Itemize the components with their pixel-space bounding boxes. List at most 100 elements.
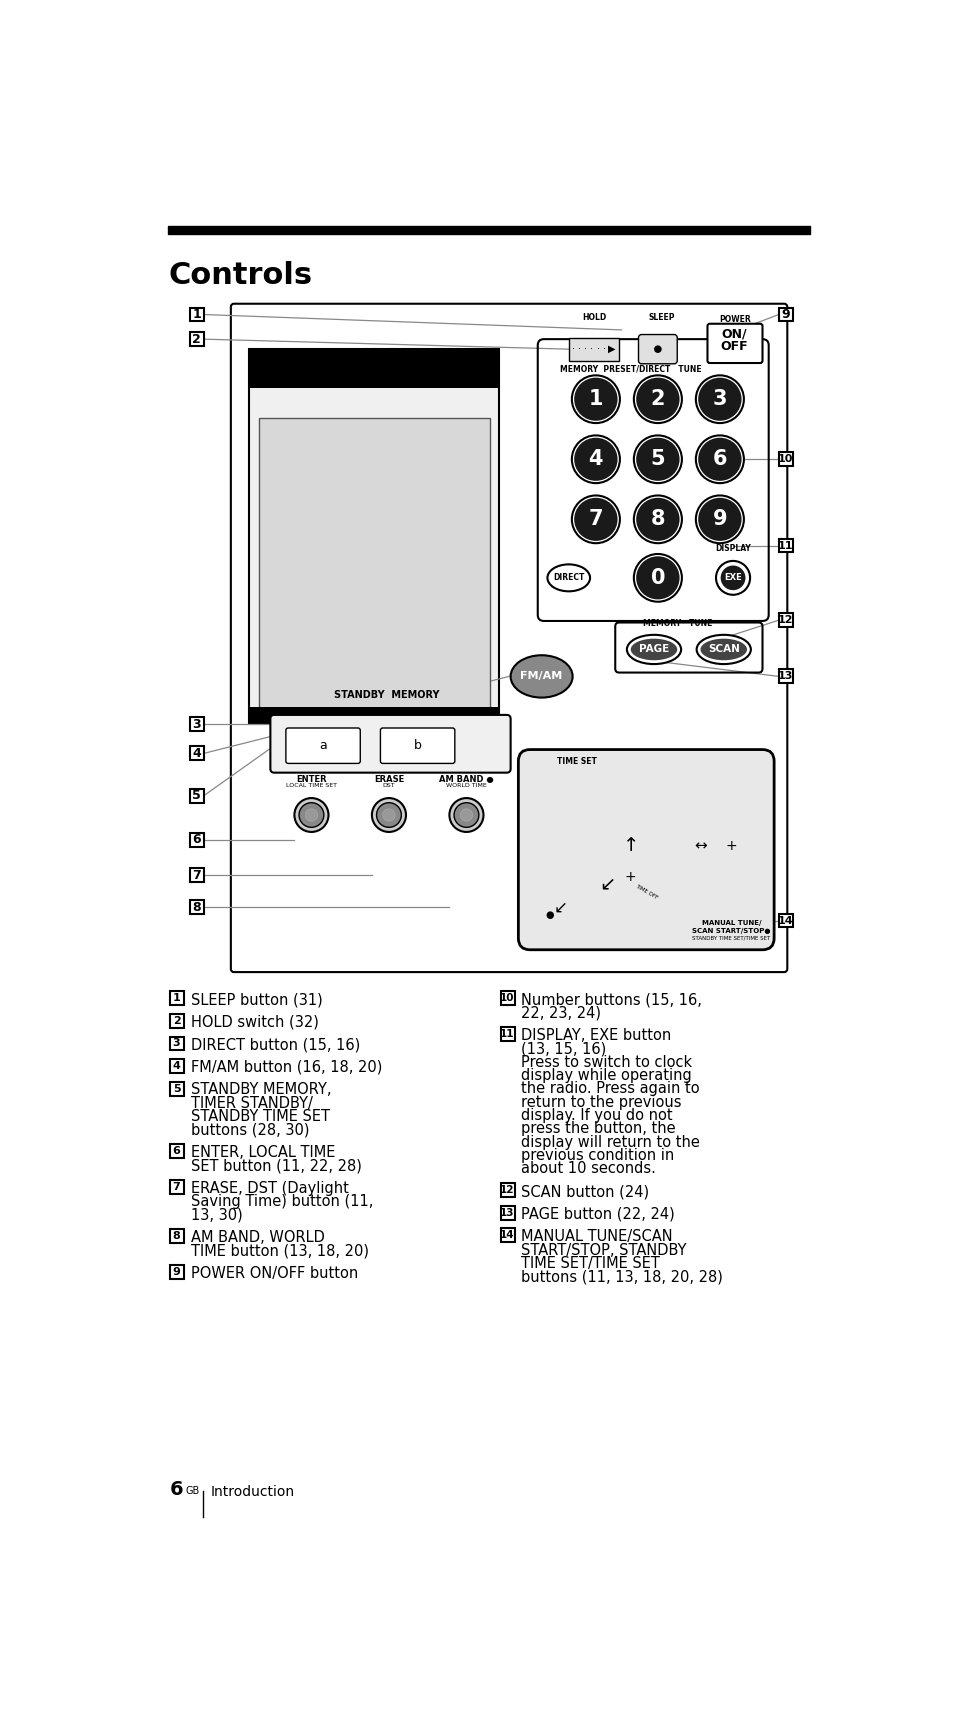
- FancyBboxPatch shape: [707, 323, 761, 363]
- Circle shape: [449, 799, 483, 832]
- Ellipse shape: [626, 635, 680, 664]
- Text: 22, 23, 24): 22, 23, 24): [521, 1006, 600, 1020]
- Ellipse shape: [510, 655, 572, 697]
- Bar: [190, 788, 204, 802]
- Bar: [249, 349, 498, 723]
- Bar: [778, 308, 792, 322]
- Circle shape: [695, 436, 743, 482]
- Bar: [190, 833, 204, 847]
- Text: the radio. Press again to: the radio. Press again to: [521, 1081, 700, 1096]
- Circle shape: [633, 436, 681, 482]
- Circle shape: [305, 809, 317, 821]
- Ellipse shape: [547, 564, 590, 591]
- Circle shape: [459, 809, 472, 821]
- Text: +: +: [725, 839, 737, 852]
- Text: 4: 4: [193, 747, 201, 761]
- Text: 3: 3: [193, 718, 201, 731]
- Circle shape: [636, 498, 679, 541]
- Bar: [190, 868, 204, 882]
- Bar: [170, 1229, 183, 1243]
- Text: DIRECT button (15, 16): DIRECT button (15, 16): [191, 1037, 359, 1053]
- Text: TIMER STANDBY/STANDBY TIME SET: TIMER STANDBY/STANDBY TIME SET: [324, 707, 448, 712]
- Circle shape: [716, 560, 749, 595]
- Text: ▶: ▶: [608, 344, 616, 354]
- Bar: [170, 1082, 183, 1096]
- Text: 10: 10: [499, 992, 515, 1003]
- Text: 3: 3: [172, 1039, 180, 1048]
- FancyBboxPatch shape: [638, 334, 677, 363]
- Text: LOCAL TIME SET: LOCAL TIME SET: [286, 783, 336, 788]
- Text: SCAN: SCAN: [707, 645, 739, 655]
- Text: 8: 8: [650, 510, 664, 529]
- Text: ·: ·: [596, 344, 599, 354]
- Bar: [170, 1266, 183, 1279]
- Text: 2: 2: [650, 389, 664, 410]
- Text: ERASE, DST (Daylight: ERASE, DST (Daylight: [191, 1181, 348, 1196]
- Text: OFF: OFF: [720, 341, 747, 353]
- Text: 14: 14: [499, 1231, 515, 1240]
- Text: MEMORY  PRESET/DIRECT   TUNE: MEMORY PRESET/DIRECT TUNE: [559, 365, 700, 373]
- Bar: [500, 1027, 514, 1041]
- Text: HOLD switch (32): HOLD switch (32): [191, 1015, 318, 1030]
- Text: ·: ·: [583, 344, 587, 354]
- Circle shape: [654, 346, 660, 353]
- Bar: [170, 1013, 183, 1027]
- Text: 8: 8: [193, 901, 201, 915]
- Text: ↑: ↑: [622, 837, 639, 856]
- Text: about 10 seconds.: about 10 seconds.: [521, 1162, 656, 1176]
- Circle shape: [294, 799, 328, 832]
- Circle shape: [298, 802, 323, 828]
- Circle shape: [633, 496, 681, 543]
- FancyBboxPatch shape: [380, 728, 455, 764]
- Text: STANDBY TIME SET: STANDBY TIME SET: [191, 1108, 329, 1124]
- Bar: [190, 901, 204, 915]
- Text: STANDBY TIME SET/TIME SET: STANDBY TIME SET/TIME SET: [692, 935, 770, 941]
- Text: 13: 13: [499, 1209, 515, 1217]
- Circle shape: [571, 496, 619, 543]
- Circle shape: [695, 375, 743, 424]
- Circle shape: [636, 437, 679, 481]
- Text: 1: 1: [172, 992, 180, 1003]
- Circle shape: [695, 496, 743, 543]
- Text: ERASE: ERASE: [374, 775, 404, 783]
- Text: ·: ·: [590, 344, 593, 354]
- Text: DST: DST: [382, 783, 395, 788]
- Bar: [170, 1036, 183, 1050]
- Text: MEMORY   TUNE: MEMORY TUNE: [642, 619, 711, 628]
- Text: Introduction: Introduction: [211, 1485, 294, 1499]
- Circle shape: [372, 799, 406, 832]
- FancyBboxPatch shape: [231, 304, 786, 972]
- Text: SCAN button (24): SCAN button (24): [521, 1184, 649, 1198]
- Circle shape: [636, 377, 679, 420]
- Text: 8: 8: [172, 1231, 180, 1241]
- Bar: [500, 1183, 514, 1196]
- Text: 7: 7: [588, 510, 602, 529]
- Text: Press to switch to clock: Press to switch to clock: [521, 1055, 692, 1070]
- Text: STANDBY  MEMORY: STANDBY MEMORY: [334, 690, 439, 700]
- Text: ON/: ON/: [721, 327, 746, 341]
- Text: 10: 10: [778, 455, 793, 465]
- Bar: [778, 913, 792, 927]
- Text: SLEEP: SLEEP: [648, 313, 675, 322]
- Text: SET button (11, 22, 28): SET button (11, 22, 28): [191, 1158, 361, 1174]
- Text: ●: ●: [544, 909, 553, 920]
- Text: MANUAL TUNE/SCAN: MANUAL TUNE/SCAN: [521, 1229, 673, 1245]
- Circle shape: [382, 809, 395, 821]
- Text: START/STOP, STANDBY: START/STOP, STANDBY: [521, 1243, 686, 1257]
- Text: display while operating: display while operating: [521, 1069, 692, 1082]
- Text: POWER: POWER: [719, 315, 750, 323]
- Text: a: a: [319, 740, 327, 752]
- Circle shape: [720, 565, 744, 590]
- Text: ↙: ↙: [554, 899, 567, 916]
- Text: press the button, the: press the button, the: [521, 1122, 676, 1136]
- Circle shape: [574, 498, 617, 541]
- Text: ENTER: ENTER: [295, 775, 327, 783]
- Text: 3: 3: [712, 389, 726, 410]
- Text: (13, 15, 16): (13, 15, 16): [521, 1041, 606, 1056]
- Text: b: b: [414, 740, 421, 752]
- Text: 6: 6: [712, 450, 726, 469]
- Text: FM/AM: FM/AM: [520, 671, 562, 681]
- Text: 5: 5: [650, 450, 664, 469]
- Text: Saving Time) button (11,: Saving Time) button (11,: [191, 1195, 373, 1209]
- Text: ·: ·: [578, 344, 580, 354]
